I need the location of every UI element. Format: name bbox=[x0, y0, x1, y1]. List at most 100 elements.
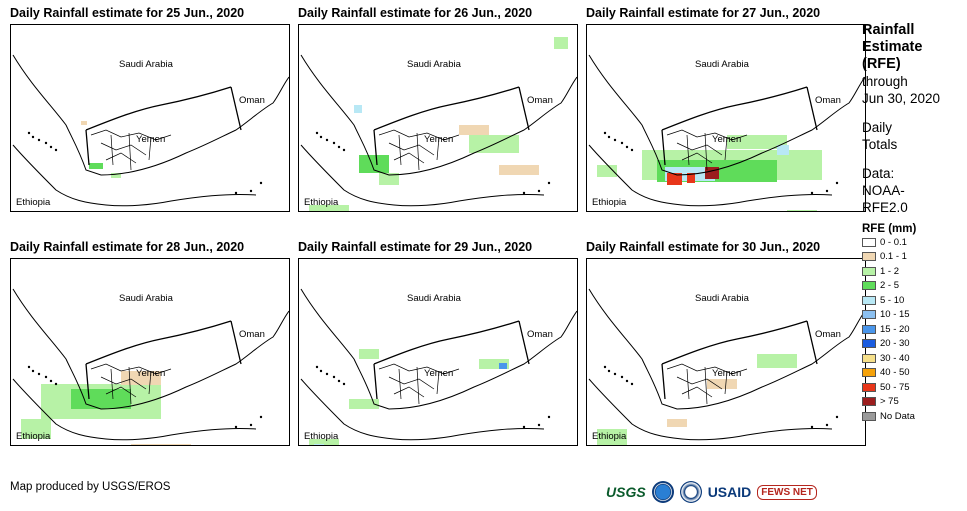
island-dot bbox=[332, 375, 336, 379]
island-dot bbox=[607, 135, 611, 139]
legend-swatch bbox=[862, 382, 876, 392]
legend-swatch bbox=[862, 397, 876, 407]
rainfall-patch bbox=[597, 429, 627, 445]
island-dot bbox=[547, 415, 551, 419]
island-dot bbox=[337, 145, 341, 149]
rainfall-patch bbox=[707, 379, 737, 389]
african-coastline bbox=[300, 144, 545, 207]
rainfall-patch bbox=[131, 444, 191, 445]
legend-swatch bbox=[862, 266, 876, 276]
legend-label: 2 - 5 bbox=[880, 280, 900, 292]
island-dot bbox=[27, 365, 31, 369]
map-label-oman: Oman bbox=[527, 95, 553, 106]
legend-title-2: Estimate bbox=[862, 39, 923, 55]
country-border bbox=[661, 86, 818, 166]
island-dot bbox=[49, 145, 53, 149]
island-dot bbox=[625, 145, 629, 149]
island-dot bbox=[337, 379, 341, 383]
map-label-saudi: Saudi Arabia bbox=[695, 293, 750, 304]
island-dot bbox=[234, 191, 238, 195]
island-dot bbox=[613, 138, 617, 142]
map-label-saudi: Saudi Arabia bbox=[119, 293, 174, 304]
map-label-ethiopia: Ethiopia bbox=[16, 197, 51, 208]
rainfall-patch bbox=[757, 354, 797, 368]
rainfall-patch bbox=[309, 439, 339, 445]
noaa-logo-icon bbox=[651, 481, 674, 503]
island-dot bbox=[607, 369, 611, 373]
rainfall-map: Saudi ArabiaOmanYemenEthiopiaSomalia bbox=[298, 258, 578, 446]
usaid-seal-icon bbox=[679, 481, 702, 503]
legend-item: 0.1 - 1 bbox=[862, 250, 962, 265]
legend-title-3: (RFE) bbox=[862, 56, 901, 72]
admin-boundaries bbox=[90, 363, 172, 405]
map-label-yemen: Yemen bbox=[712, 134, 741, 145]
coastline bbox=[300, 288, 577, 410]
admin-boundaries bbox=[378, 129, 460, 171]
island-dot bbox=[342, 148, 346, 152]
legend-swatch bbox=[862, 252, 876, 262]
rainfall-patch bbox=[111, 173, 121, 178]
legend-item: 2 - 5 bbox=[862, 279, 962, 294]
admin-boundaries bbox=[666, 129, 748, 171]
map-canvas: Saudi ArabiaOmanYemenEthiopiaSomalia bbox=[12, 54, 289, 208]
rainfall-patch bbox=[354, 105, 362, 113]
panel-title: Daily Rainfall estimate for 27 Jun., 202… bbox=[586, 6, 821, 20]
map-canvas: Saudi ArabiaOmanYemenEthiopiaSomalia bbox=[588, 288, 865, 445]
rainfall-patch bbox=[349, 399, 379, 409]
rainfall-patch bbox=[459, 125, 489, 135]
legend-swatch bbox=[862, 411, 876, 421]
island-dot bbox=[625, 379, 629, 383]
island-dot bbox=[31, 135, 35, 139]
legend-data-2: NOAA- bbox=[862, 183, 905, 198]
legend-swatch bbox=[862, 353, 876, 363]
island-dot bbox=[27, 131, 31, 135]
map-label-saudi: Saudi Arabia bbox=[119, 59, 174, 70]
legend-items: 0 - 0.1 0.1 - 1 1 - 2 2 - 5 5 - 10 10 - 15 15 … bbox=[862, 235, 962, 424]
rainfall-patch bbox=[787, 210, 817, 211]
island-dot bbox=[259, 415, 263, 419]
map-label-oman: Oman bbox=[815, 329, 841, 340]
map-panel: Daily Rainfall estimate for 26 Jun., 202… bbox=[298, 6, 578, 236]
legend-item: 50 - 75 bbox=[862, 380, 962, 395]
country-border bbox=[373, 86, 530, 166]
island-dot bbox=[537, 423, 541, 427]
map-label-ethiopia: Ethiopia bbox=[304, 431, 339, 442]
legend-through: through bbox=[862, 74, 908, 89]
map-label-yemen: Yemen bbox=[424, 368, 453, 379]
island-dot bbox=[835, 415, 839, 419]
rainfall-patch bbox=[309, 205, 349, 211]
rainfall-patch bbox=[359, 349, 379, 359]
legend-swatch bbox=[862, 295, 876, 305]
usgs-logo: USGS bbox=[606, 484, 646, 500]
rainfall-patch bbox=[314, 444, 324, 445]
legend-rfe-title: RFE (mm) bbox=[862, 223, 917, 235]
rainfall-map: Saudi ArabiaOmanYemenEthiopiaSomalia bbox=[10, 24, 290, 212]
legend-label: 15 - 20 bbox=[880, 323, 910, 335]
admin-boundaries bbox=[378, 363, 460, 405]
island-dot bbox=[319, 369, 323, 373]
island-dot bbox=[31, 369, 35, 373]
island-dot bbox=[332, 141, 336, 145]
rainfall-map: Saudi ArabiaOmanYemenEthiopiaSomalia bbox=[298, 24, 578, 212]
island-dot bbox=[835, 181, 839, 185]
rainfall-patch bbox=[667, 173, 682, 185]
island-dot bbox=[630, 382, 634, 386]
rainfall-map: Saudi ArabiaOmanYemenEthiopiaSomalia bbox=[586, 258, 866, 446]
coastline bbox=[588, 288, 865, 410]
legend-item: 1 - 2 bbox=[862, 264, 962, 279]
coastline bbox=[12, 54, 289, 176]
panel-title: Daily Rainfall estimate for 29 Jun., 202… bbox=[298, 240, 533, 254]
island-dot bbox=[325, 138, 329, 142]
legend-daily-1: Daily bbox=[862, 120, 893, 135]
map-panel: Daily Rainfall estimate for 25 Jun., 202… bbox=[10, 6, 290, 236]
legend-item: No Data bbox=[862, 409, 962, 424]
legend-title-1: Rainfall bbox=[862, 22, 915, 38]
island-dot bbox=[547, 181, 551, 185]
map-canvas: Saudi ArabiaOmanYemenEthiopiaSomalia bbox=[300, 288, 577, 445]
fews-net-logo: FEWS NET bbox=[757, 484, 817, 500]
island-dot bbox=[620, 375, 624, 379]
island-dot bbox=[613, 372, 617, 376]
island-dot bbox=[522, 425, 526, 429]
map-canvas: Saudi ArabiaOmanYemenEthiopiaSomalia bbox=[12, 288, 289, 445]
legend-label: No Data bbox=[880, 410, 915, 422]
